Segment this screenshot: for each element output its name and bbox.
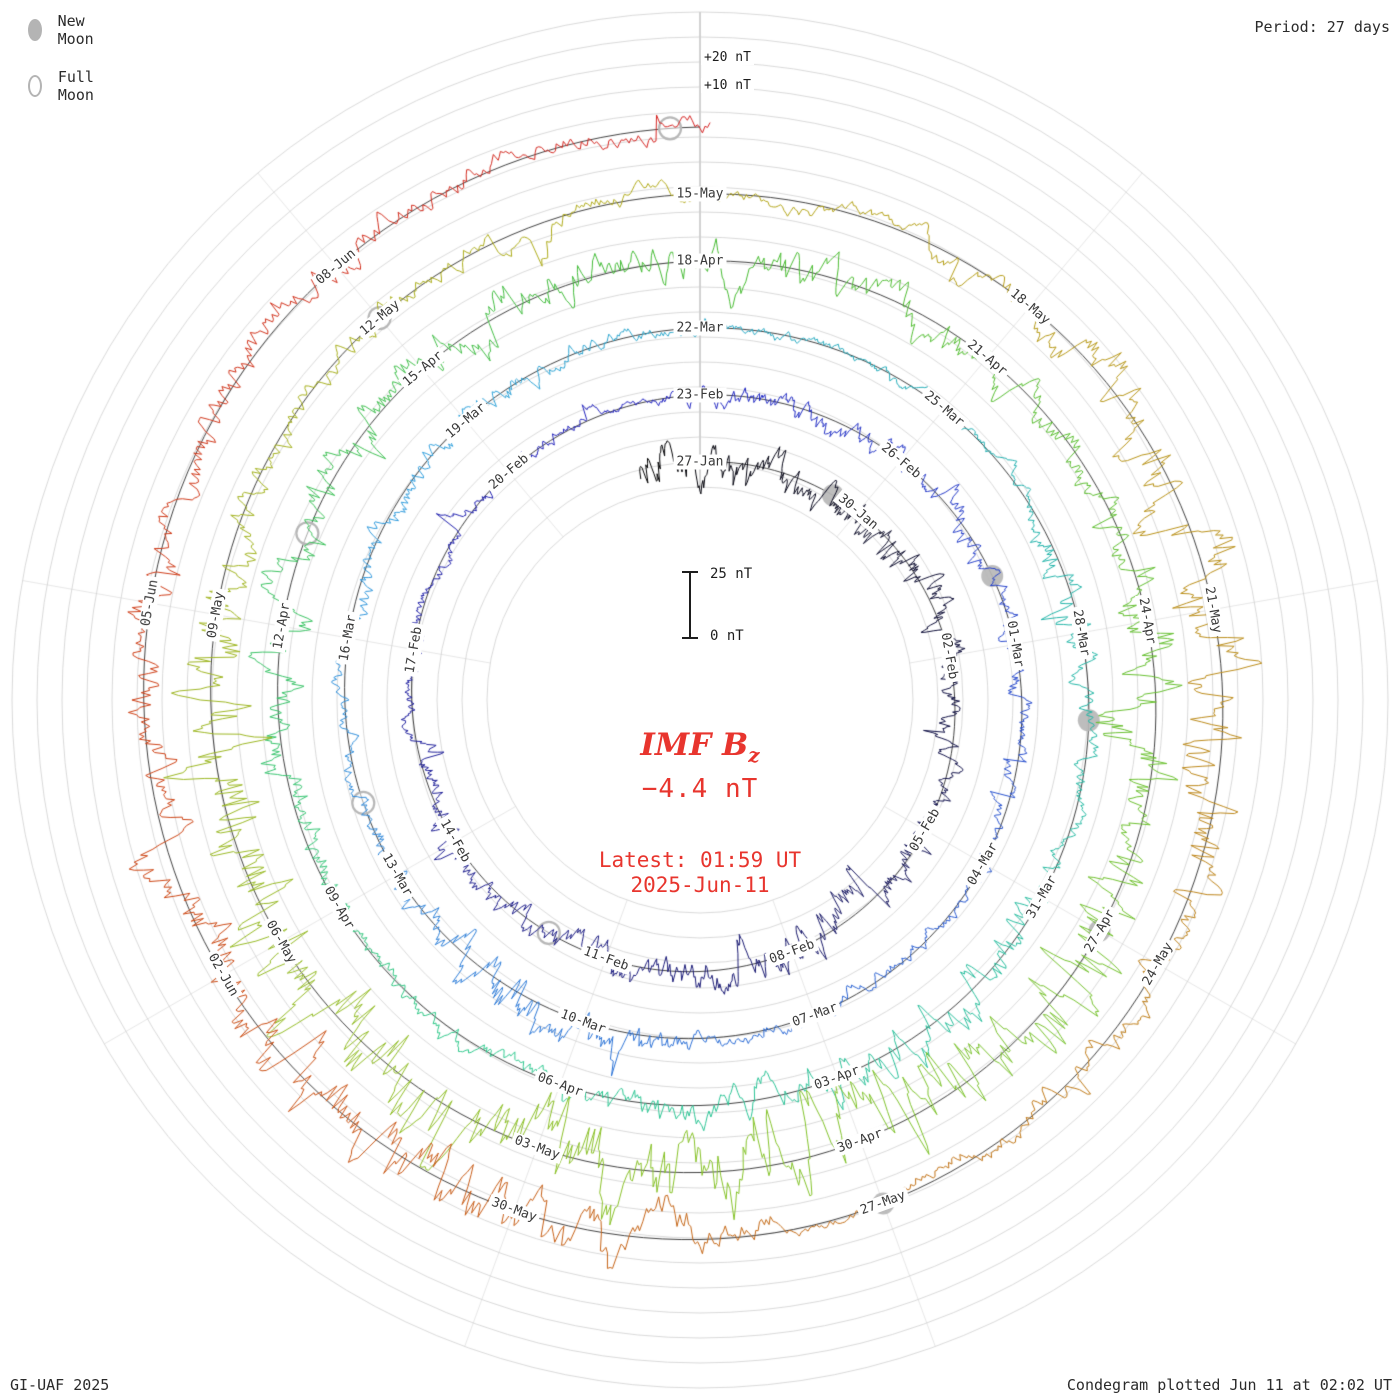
date-label: 27-Jan (673, 454, 727, 470)
date-label: 15-May (673, 186, 727, 202)
scale-bar-bottom-label: 0 nT (710, 628, 744, 644)
full-moon-icon (28, 75, 42, 97)
scale-bar-line (689, 571, 691, 639)
scale-bar-top-cap (682, 571, 698, 573)
legend-full-moon: Full Moon (28, 68, 102, 104)
latest-date: 2025-Jun-11 (630, 873, 770, 898)
latest-time: Latest: 01:59 UT (598, 848, 802, 873)
legend-new-moon: New Moon (28, 12, 102, 48)
date-label: 18-Apr (673, 253, 727, 269)
date-label: 23-Feb (673, 387, 727, 403)
credit-label: GI-UAF 2025 (10, 1376, 110, 1394)
new-moon-icon (28, 19, 42, 41)
center-annotation: IMF Bz −4.4 nT Latest: 01:59 UT 2025-Jun… (599, 727, 801, 898)
scale-bar-bottom-cap (682, 637, 698, 639)
current-value: −4.4 nT (641, 774, 759, 805)
scale-bar-top-label: 25 nT (710, 566, 753, 582)
outer-scale-plus20-label: +20 nT (701, 50, 754, 65)
plotted-timestamp-label: Condegram plotted Jun 11 at 02:02 UT (1066, 1376, 1392, 1394)
date-label: 22-Mar (673, 320, 727, 336)
chart-title: IMF Bz (640, 727, 760, 768)
nT-scale-bar: 25 nT 0 nT (676, 566, 766, 644)
latest-readout: Latest: 01:59 UT 2025-Jun-11 (599, 848, 801, 898)
legend-full-moon-label: Full Moon (57, 68, 94, 104)
outer-scale-plus10-label: +10 nT (701, 78, 754, 93)
period-label: Period: 27 days (1254, 18, 1390, 36)
legend-new-moon-label: New Moon (57, 12, 94, 48)
